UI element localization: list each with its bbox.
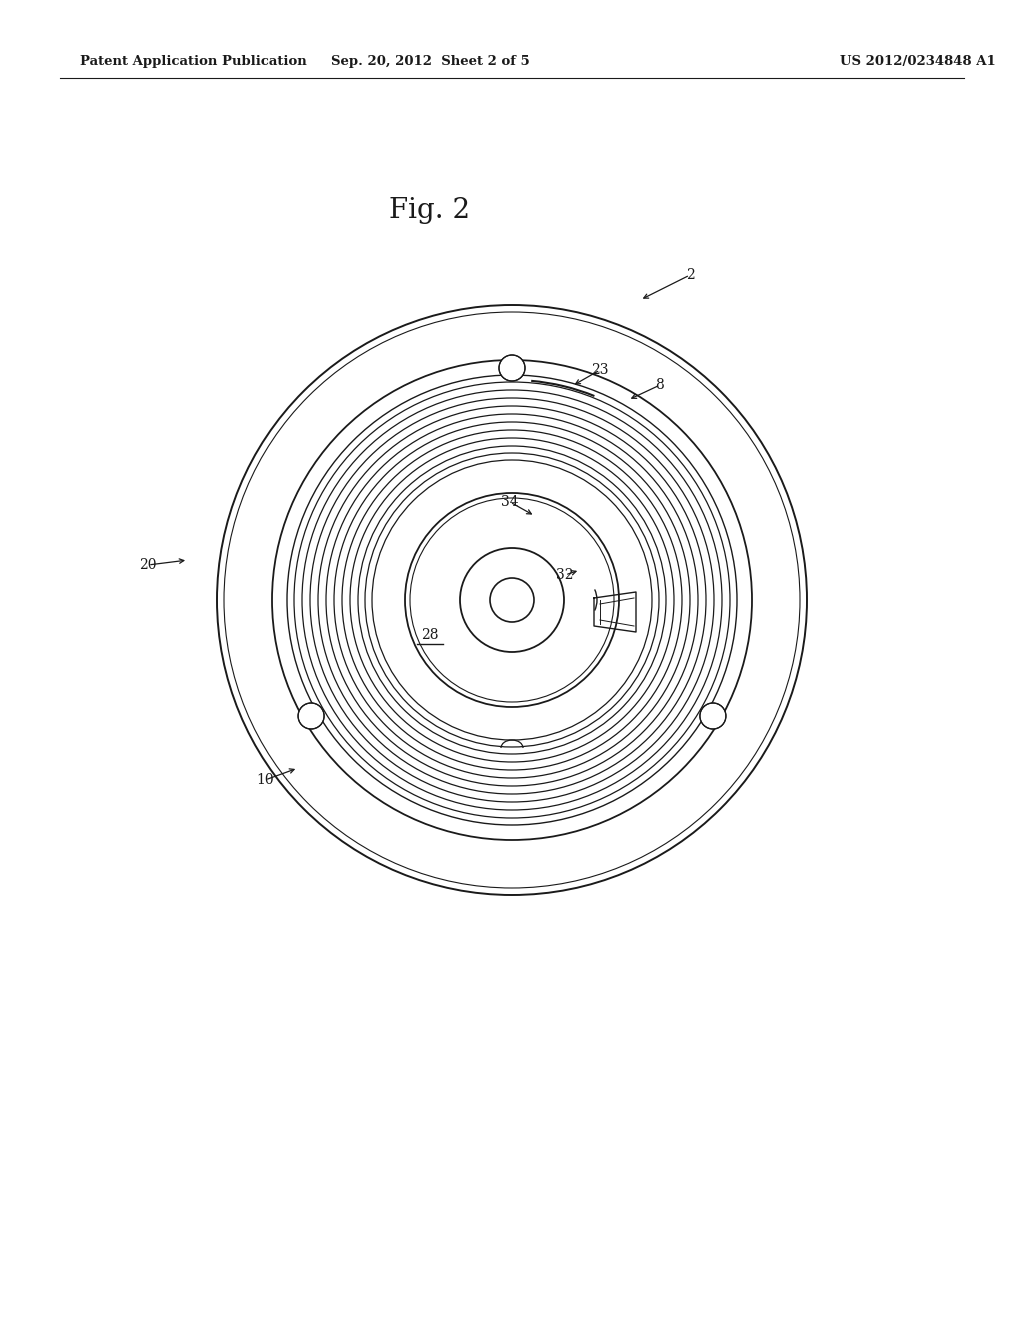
Text: 34: 34 [501, 495, 519, 510]
Text: 28: 28 [421, 628, 438, 642]
Text: 10: 10 [256, 774, 273, 787]
Text: Patent Application Publication: Patent Application Publication [80, 55, 307, 69]
Text: US 2012/0234848 A1: US 2012/0234848 A1 [840, 55, 995, 69]
Text: Fig. 2: Fig. 2 [389, 197, 471, 223]
Circle shape [298, 704, 324, 729]
Circle shape [499, 355, 525, 381]
Text: 32: 32 [556, 568, 573, 582]
Text: 8: 8 [655, 378, 665, 392]
Text: 2: 2 [686, 268, 694, 282]
Circle shape [700, 704, 726, 729]
Text: 20: 20 [139, 558, 157, 572]
Text: 23: 23 [591, 363, 608, 378]
Text: Sep. 20, 2012  Sheet 2 of 5: Sep. 20, 2012 Sheet 2 of 5 [331, 55, 529, 69]
